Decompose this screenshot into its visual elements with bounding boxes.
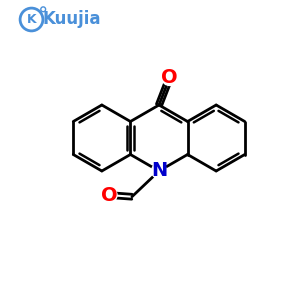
Circle shape — [162, 70, 177, 86]
Text: N: N — [151, 161, 167, 181]
Circle shape — [152, 164, 166, 178]
Text: K: K — [27, 13, 36, 26]
Text: Kuujia: Kuujia — [43, 10, 101, 28]
Text: O: O — [101, 186, 118, 205]
Circle shape — [102, 188, 117, 202]
Text: O: O — [161, 68, 178, 87]
